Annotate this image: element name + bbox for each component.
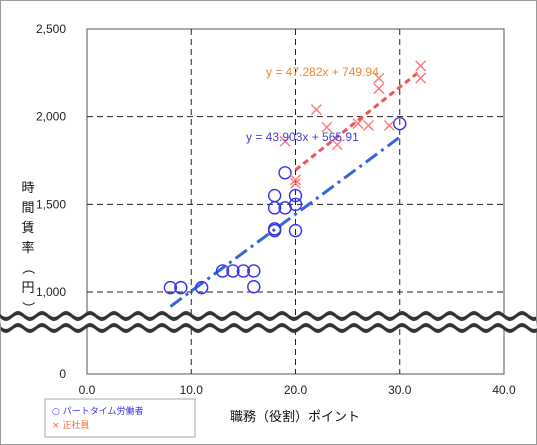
point-circle bbox=[288, 223, 303, 238]
point-cross-stroke bbox=[383, 119, 395, 131]
point-cross bbox=[321, 121, 333, 133]
trendline-series-2 bbox=[294, 69, 422, 172]
point-cross-stroke bbox=[290, 174, 301, 186]
point-cross bbox=[415, 60, 427, 72]
point-circle bbox=[236, 264, 251, 278]
point-cross bbox=[352, 118, 364, 130]
y-axis-title-char: 時 bbox=[21, 181, 34, 196]
point-cross-stroke bbox=[310, 104, 322, 116]
y-axis-title-char: 率 bbox=[21, 240, 34, 256]
point-cross-stroke bbox=[352, 118, 364, 130]
point-circle bbox=[278, 166, 292, 180]
point-circle bbox=[288, 197, 303, 212]
trendline-equation-2: y = 47.282x + 749.94 bbox=[266, 65, 379, 79]
point-cross bbox=[290, 174, 301, 186]
trendline-equation-1: y = 43.903x + 565.91 bbox=[246, 130, 359, 144]
point-cross bbox=[415, 72, 427, 84]
point-cross bbox=[362, 119, 374, 131]
x-tick-label: 0.0 bbox=[79, 383, 96, 397]
y-axis-title-char: 円 bbox=[21, 281, 34, 296]
point-cross-stroke bbox=[362, 119, 374, 131]
y-tick-label: 0 bbox=[59, 367, 66, 381]
point-circle bbox=[226, 264, 240, 278]
point-cross-stroke bbox=[373, 83, 385, 95]
point-cross-stroke bbox=[279, 135, 291, 147]
point-cross bbox=[331, 139, 343, 151]
point-circle bbox=[288, 188, 303, 203]
point-circle bbox=[194, 280, 209, 295]
axis-break bbox=[0, 311, 537, 333]
point-cross-stroke bbox=[331, 139, 343, 151]
trendlines bbox=[169, 69, 422, 308]
y-tick-label: 2,500 bbox=[36, 22, 66, 36]
data-points bbox=[163, 60, 427, 295]
y-axis-title-char: ） bbox=[20, 301, 35, 314]
point-circle bbox=[174, 280, 188, 295]
point-cross bbox=[373, 72, 385, 84]
point-cross-stroke bbox=[373, 72, 385, 84]
point-circle bbox=[163, 280, 178, 295]
point-cross bbox=[373, 83, 385, 95]
point-cross-stroke bbox=[321, 121, 333, 133]
y-tick-label: 1,500 bbox=[36, 197, 66, 211]
x-tick-label: 30.0 bbox=[388, 383, 412, 397]
x-tick-label: 10.0 bbox=[180, 383, 204, 397]
point-circle bbox=[267, 222, 282, 236]
y-tick-label: 1,000 bbox=[36, 285, 66, 299]
y-tick-label: 2,000 bbox=[36, 110, 66, 124]
y-tick-labels: 0 1,000 1,500 2,000 2,500 bbox=[36, 22, 66, 381]
x-tick-label: 40.0 bbox=[492, 383, 516, 397]
y-axis-title-char: 賃 bbox=[21, 221, 34, 236]
point-cross bbox=[310, 104, 322, 116]
point-circle bbox=[393, 116, 407, 131]
y-axis-title-char: 間 bbox=[21, 201, 34, 216]
point-cross bbox=[290, 177, 301, 189]
x-tick-label: 20.0 bbox=[284, 383, 308, 397]
legend: ○ パートタイム労働者 × 正社員 bbox=[44, 398, 196, 438]
point-cross-stroke bbox=[415, 60, 427, 72]
point-circle bbox=[267, 188, 282, 203]
point-circle bbox=[247, 264, 261, 278]
point-cross bbox=[383, 119, 395, 131]
point-circle bbox=[215, 264, 230, 278]
x-tick-labels: 0.0 10.0 20.0 30.0 40.0 bbox=[79, 383, 516, 397]
point-circle bbox=[247, 280, 261, 294]
point-cross-stroke bbox=[415, 72, 427, 84]
point-cross-stroke bbox=[290, 177, 301, 189]
legend-entry-1: ○ パートタイム労働者 bbox=[52, 405, 144, 417]
x-axis-title: 職務（役割）ポイント bbox=[230, 409, 360, 425]
y-axis-title-char: （ bbox=[20, 261, 35, 274]
point-cross bbox=[279, 135, 291, 147]
trendline-series-1 bbox=[169, 135, 401, 308]
legend-entry-2: × 正社員 bbox=[52, 419, 89, 431]
